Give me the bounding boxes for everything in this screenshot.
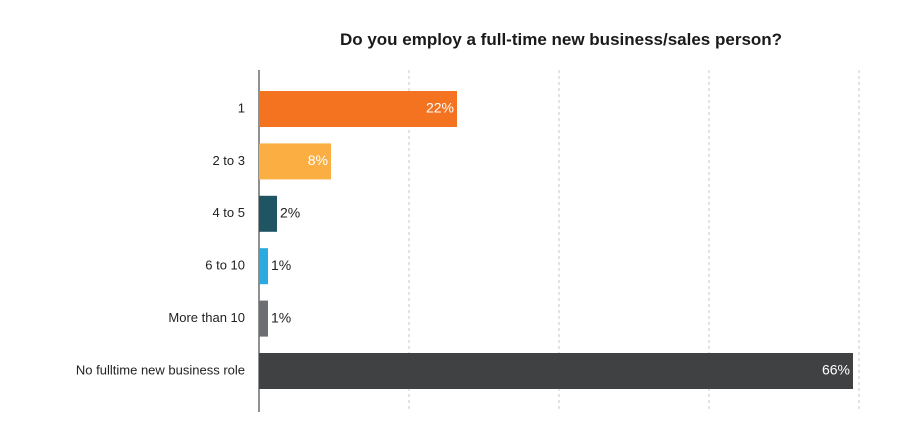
- category-label: 4 to 5: [212, 205, 245, 220]
- category-labels: 1 2 to 3 4 to 5 6 to 10 More than 10 No fullt…: [76, 100, 245, 377]
- value-label: 8%: [308, 152, 328, 168]
- chart-title: Do you employ a full-time new business/s…: [339, 30, 783, 49]
- bar-2: [259, 195, 277, 232]
- bars: [259, 91, 853, 389]
- category-label: No fulltime new business role: [76, 362, 245, 377]
- bar-4: [259, 300, 268, 337]
- category-label: 6 to 10: [205, 258, 245, 273]
- category-label: 1: [238, 100, 245, 115]
- value-label: 66%: [822, 362, 850, 378]
- value-label: 1%: [271, 309, 291, 325]
- value-label: 22%: [426, 100, 454, 116]
- bar-5: [259, 353, 853, 389]
- value-labels: 22% 8% 2% 1% 1% 66%: [271, 100, 850, 378]
- category-label: 2 to 3: [212, 153, 245, 168]
- bar-3: [259, 248, 268, 285]
- category-label: More than 10: [168, 310, 245, 325]
- value-label: 1%: [271, 257, 291, 273]
- bar-1: [259, 143, 331, 180]
- bar-0: [259, 91, 457, 127]
- value-label: 2%: [280, 205, 300, 221]
